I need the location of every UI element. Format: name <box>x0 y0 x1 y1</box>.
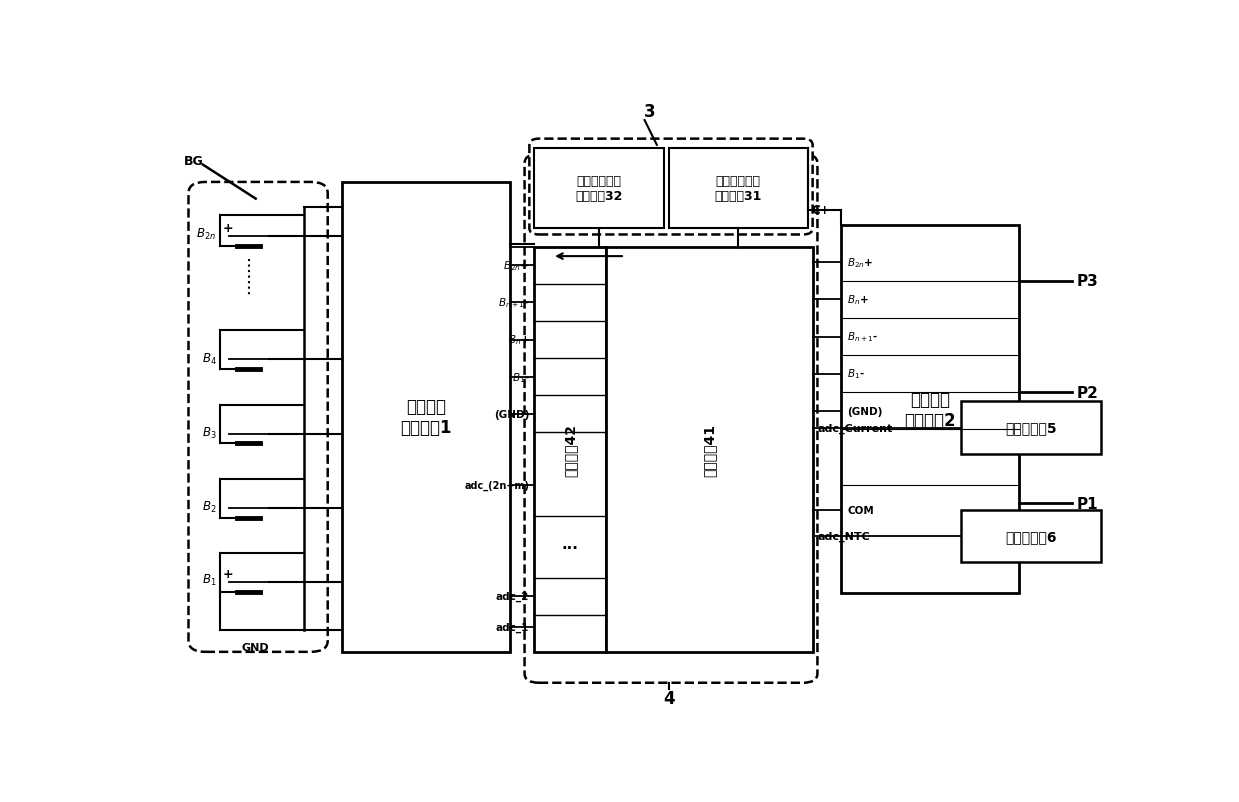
Text: $B_4$: $B_4$ <box>202 351 217 367</box>
Text: $B_{n+1}$-: $B_{n+1}$- <box>498 296 529 310</box>
Text: $B_1$: $B_1$ <box>202 573 217 587</box>
Text: $B_1$-: $B_1$- <box>512 371 529 384</box>
Bar <box>961 402 1100 455</box>
FancyBboxPatch shape <box>529 140 813 235</box>
Bar <box>606 248 813 652</box>
Text: 电流传感器5: 电流传感器5 <box>1005 421 1057 435</box>
Text: P3: P3 <box>1077 274 1099 289</box>
Text: $B_2$: $B_2$ <box>202 500 217 514</box>
Text: 放电执行信号
发出模块32: 放电执行信号 发出模块32 <box>575 175 623 203</box>
Text: 控制电路41: 控制电路41 <box>703 423 716 476</box>
Text: 输入输出
连接模块2: 输入输出 连接模块2 <box>904 391 957 429</box>
Text: BG: BG <box>183 155 203 168</box>
Bar <box>841 226 1018 593</box>
Text: adc_1: adc_1 <box>496 622 529 633</box>
Text: adc_(2n+m): adc_(2n+m) <box>465 480 529 490</box>
Text: $B_{2n}$: $B_{2n}$ <box>196 226 217 241</box>
Text: GND: GND <box>242 642 270 652</box>
Text: 4: 4 <box>663 690 674 707</box>
Text: adc_2: adc_2 <box>496 591 529 602</box>
FancyBboxPatch shape <box>188 183 327 652</box>
Text: $B_1$-: $B_1$- <box>847 367 865 381</box>
Text: $B_n$+: $B_n$+ <box>508 334 529 347</box>
Text: $B_n$+: $B_n$+ <box>847 294 869 307</box>
Text: (GND): (GND) <box>847 406 882 416</box>
Text: 充电执行信号
发出模块31: 充电执行信号 发出模块31 <box>715 175 762 203</box>
Bar <box>534 148 664 229</box>
FancyBboxPatch shape <box>524 155 818 683</box>
Bar <box>342 183 510 652</box>
Bar <box>534 248 606 652</box>
Text: (GND): (GND) <box>494 409 529 419</box>
Text: C+: C+ <box>812 204 830 217</box>
Text: +: + <box>223 221 233 234</box>
Text: ...: ... <box>561 537 579 552</box>
Bar <box>669 148 808 229</box>
Text: P2: P2 <box>1077 385 1099 400</box>
Text: $B_{2n}$+: $B_{2n}$+ <box>503 259 529 273</box>
Text: COM: COM <box>847 505 873 515</box>
Text: +: + <box>223 567 233 580</box>
Text: adc_Current: adc_Current <box>818 423 892 433</box>
Text: adc_NTC: adc_NTC <box>818 531 870 541</box>
Text: $B_{2n}$+: $B_{2n}$+ <box>847 256 873 269</box>
Text: 温度传感器6: 温度传感器6 <box>1005 529 1057 543</box>
Text: $B_3$: $B_3$ <box>202 425 217 440</box>
Text: P1: P1 <box>1077 496 1098 512</box>
Text: 开关序列42: 开关序列42 <box>564 423 577 476</box>
Text: $B_{n+1}$-: $B_{n+1}$- <box>847 330 878 344</box>
Bar <box>961 510 1100 562</box>
Text: 电平平移
转换模兗1: 电平平移 转换模兗1 <box>400 398 452 437</box>
Text: 3: 3 <box>643 103 655 120</box>
